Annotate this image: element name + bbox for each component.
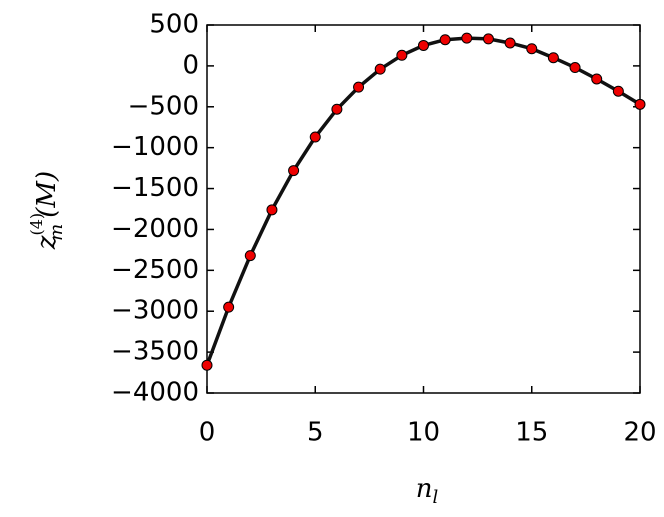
y-tick-label: 500	[149, 10, 199, 40]
y-label-sub: m	[46, 224, 67, 241]
x-tick-label: 0	[199, 418, 216, 448]
data-point	[374, 63, 386, 75]
data-point	[591, 73, 603, 85]
y-axis-label-group: z(4)m (M)	[27, 171, 68, 250]
y-tick-label: −2000	[111, 214, 199, 244]
data-point	[396, 49, 408, 61]
data-point	[504, 37, 516, 49]
x-axis-label: nl	[416, 474, 439, 508]
y-tick-label: −1500	[111, 173, 199, 203]
y-label-suffix: (M)	[32, 171, 62, 218]
x-tick-label: 5	[307, 418, 324, 448]
data-point	[634, 98, 646, 110]
data-point	[547, 52, 559, 64]
series-line	[205, 36, 641, 366]
data-point	[309, 131, 321, 143]
data-point	[353, 81, 365, 93]
y-label-base: z	[32, 235, 62, 250]
x-tick-label: 15	[515, 418, 548, 448]
y-tick-label: −4000	[111, 378, 199, 408]
y-tick-label: −2500	[111, 255, 199, 285]
data-point	[439, 34, 451, 46]
y-tick-label: −1000	[111, 132, 199, 162]
plot-frame	[206, 24, 641, 394]
y-tick-label: 0	[182, 50, 199, 80]
x-label-sub: l	[432, 487, 438, 508]
x-tick-label: 20	[623, 418, 656, 448]
data-point	[331, 103, 343, 115]
data-point	[201, 359, 213, 371]
data-point	[266, 204, 278, 216]
x-label-base: n	[416, 474, 433, 504]
data-point	[461, 32, 473, 44]
data-point	[482, 33, 494, 45]
y-tick-label: −3500	[111, 337, 199, 367]
data-point	[569, 62, 581, 74]
data-point	[288, 165, 300, 177]
y-tick-label: −3000	[111, 296, 199, 326]
data-point	[612, 85, 624, 97]
data-point	[223, 301, 235, 313]
data-point	[418, 39, 429, 51]
y-label-sup: (4)	[27, 213, 46, 236]
y-tick-label: −500	[128, 91, 199, 121]
data-point	[526, 43, 538, 55]
data-point	[244, 250, 256, 262]
x-tick-label: 10	[407, 418, 440, 448]
y-axis-label: z(4)m (M)	[27, 171, 68, 250]
